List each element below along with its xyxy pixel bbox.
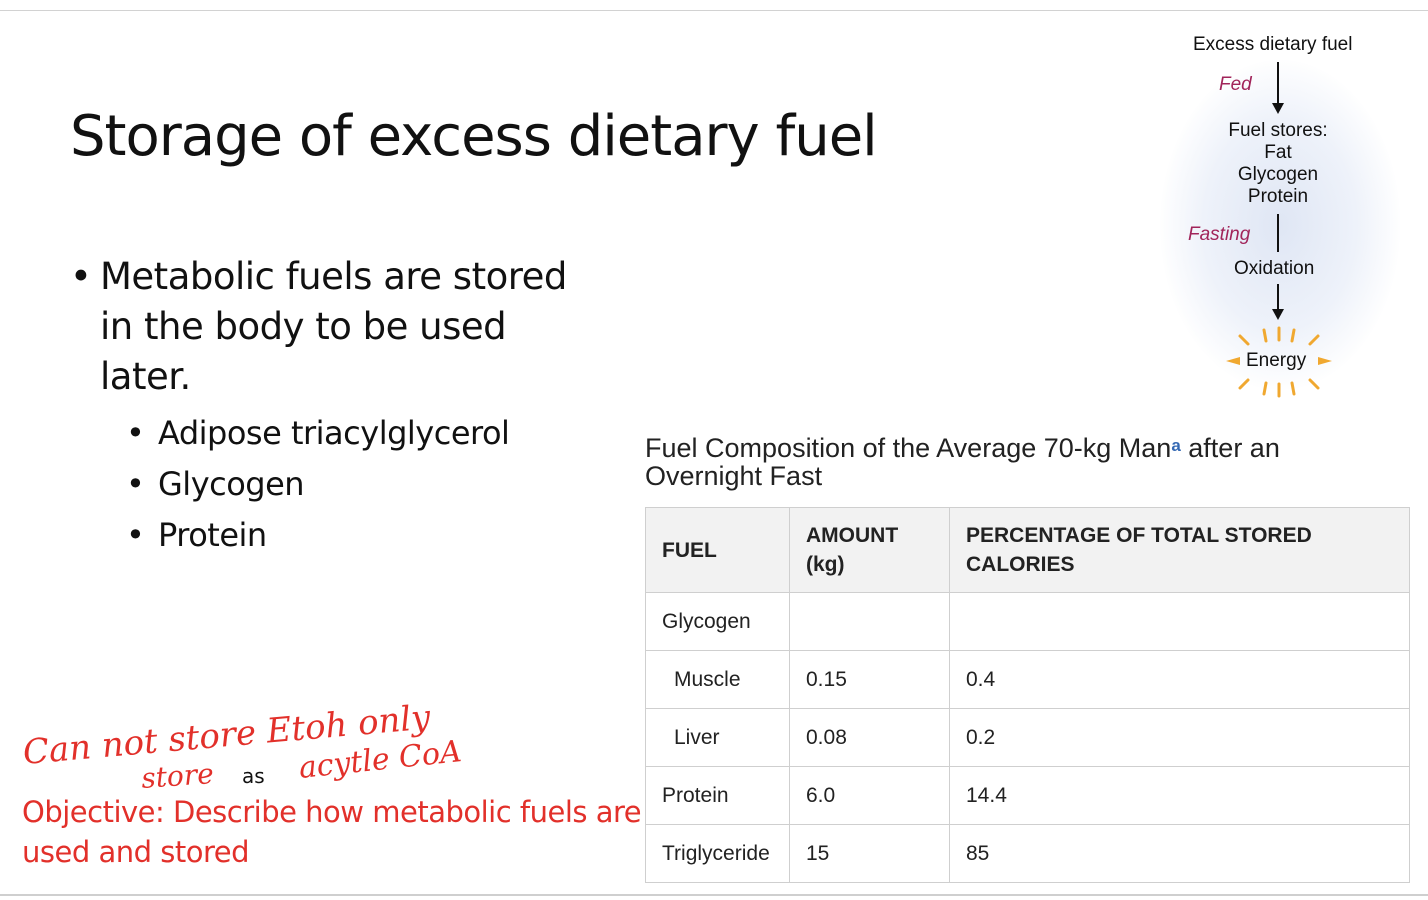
column-header-fuel: FUEL [645, 507, 790, 593]
cell-amount [789, 592, 950, 651]
sub-bullet-item: • Adipose triacylglycerol [70, 408, 590, 459]
fuel-flow-diagram: Excess dietary fuel Fed Fuel stores: Fat… [1150, 20, 1410, 420]
table-row: Liver 0.08 0.2 [645, 708, 1410, 767]
column-header-amount: AMOUNT (kg) [789, 507, 950, 593]
cell-fuel: Liver [645, 708, 790, 767]
handwritten-annotation: Can not store Etoh only store acytle CoA [21, 697, 463, 795]
connector-line-icon [1277, 214, 1279, 252]
sub-bullet-label: Glycogen [158, 465, 305, 503]
fuel-composition-table: FUEL AMOUNT (kg) PERCENTAGE OF TOTAL STO… [645, 507, 1410, 883]
arrow-down-icon [1272, 62, 1284, 114]
table-title-tail: after an Overnight Fast [645, 433, 1280, 491]
cell-amount: 15 [789, 824, 950, 883]
cell-fuel: Protein [645, 766, 790, 825]
table-row: Protein 6.0 14.4 [645, 766, 1410, 825]
sub-bullet-label: Adipose triacylglycerol [158, 414, 510, 452]
table-row: Triglyceride 15 85 [645, 824, 1410, 883]
sub-bullet-list: • Adipose triacylglycerol • Glycogen • Prot… [70, 408, 590, 561]
bullet-dot-icon: • [126, 465, 145, 503]
arrow-down-icon [1272, 284, 1284, 320]
objective-text: Objective: Describe how metabolic fuels … [22, 795, 642, 869]
diagram-oxidation-label: Oxidation [1234, 258, 1315, 279]
diagram-top-label: Excess dietary fuel [1193, 34, 1353, 55]
handwritten-as-label: as [242, 764, 265, 788]
energy-burst-icon [1226, 326, 1332, 398]
cell-percent: 85 [949, 824, 1410, 883]
cell-amount: 0.15 [789, 650, 950, 709]
top-divider [0, 10, 1428, 11]
bullet-main: Metabolic fuels are stored in the body t… [70, 252, 590, 402]
cell-amount: 6.0 [789, 766, 950, 825]
sub-bullet-item: • Glycogen [70, 459, 590, 510]
table-title: Fuel Composition of the Average 70-kg Ma… [645, 434, 1365, 490]
bullet-dot-icon: • [126, 516, 145, 554]
table-title-text: Fuel Composition of the Average 70-kg Ma… [645, 433, 1172, 463]
cell-fuel: Triglyceride [645, 824, 790, 883]
sub-bullet-item: • Protein [70, 510, 590, 561]
diagram-fed-label: Fed [1219, 74, 1252, 95]
fuel-store-item: Glycogen [1237, 164, 1319, 185]
table-header-row: FUEL AMOUNT (kg) PERCENTAGE OF TOTAL STO… [645, 507, 1410, 593]
column-header-percentage: PERCENTAGE OF TOTAL STORED CALORIES [949, 507, 1410, 593]
cell-percent: 14.4 [949, 766, 1410, 825]
bullet-list: Metabolic fuels are stored in the body t… [70, 252, 590, 561]
cell-fuel: Glycogen [645, 592, 790, 651]
diagram-energy-label: Energy [1246, 350, 1307, 371]
sub-bullet-label: Protein [158, 516, 267, 554]
table-row: Muscle 0.15 0.4 [645, 650, 1410, 709]
bullet-dot-icon: • [126, 414, 145, 452]
diagram-fasting-label: Fasting [1188, 224, 1251, 245]
cell-percent: 0.4 [949, 650, 1410, 709]
fuel-stores-title: Fuel stores: [1228, 120, 1328, 141]
cell-percent: 0.2 [949, 708, 1410, 767]
handwritten-line-2-left: store [140, 757, 215, 795]
table-footnote-marker: a [1171, 436, 1181, 455]
cell-amount: 0.08 [789, 708, 950, 767]
cell-percent [949, 592, 1410, 651]
fuel-store-item: Protein [1247, 186, 1309, 207]
cell-fuel: Muscle [645, 650, 790, 709]
fuel-store-item: Fat [1264, 142, 1292, 163]
table-row: Glycogen [645, 592, 1410, 651]
fuel-stores-block: Fuel stores: Fat Glycogen Protein [1210, 120, 1346, 208]
bottom-divider [0, 894, 1428, 896]
slide-title: Storage of excess dietary fuel [70, 104, 878, 169]
